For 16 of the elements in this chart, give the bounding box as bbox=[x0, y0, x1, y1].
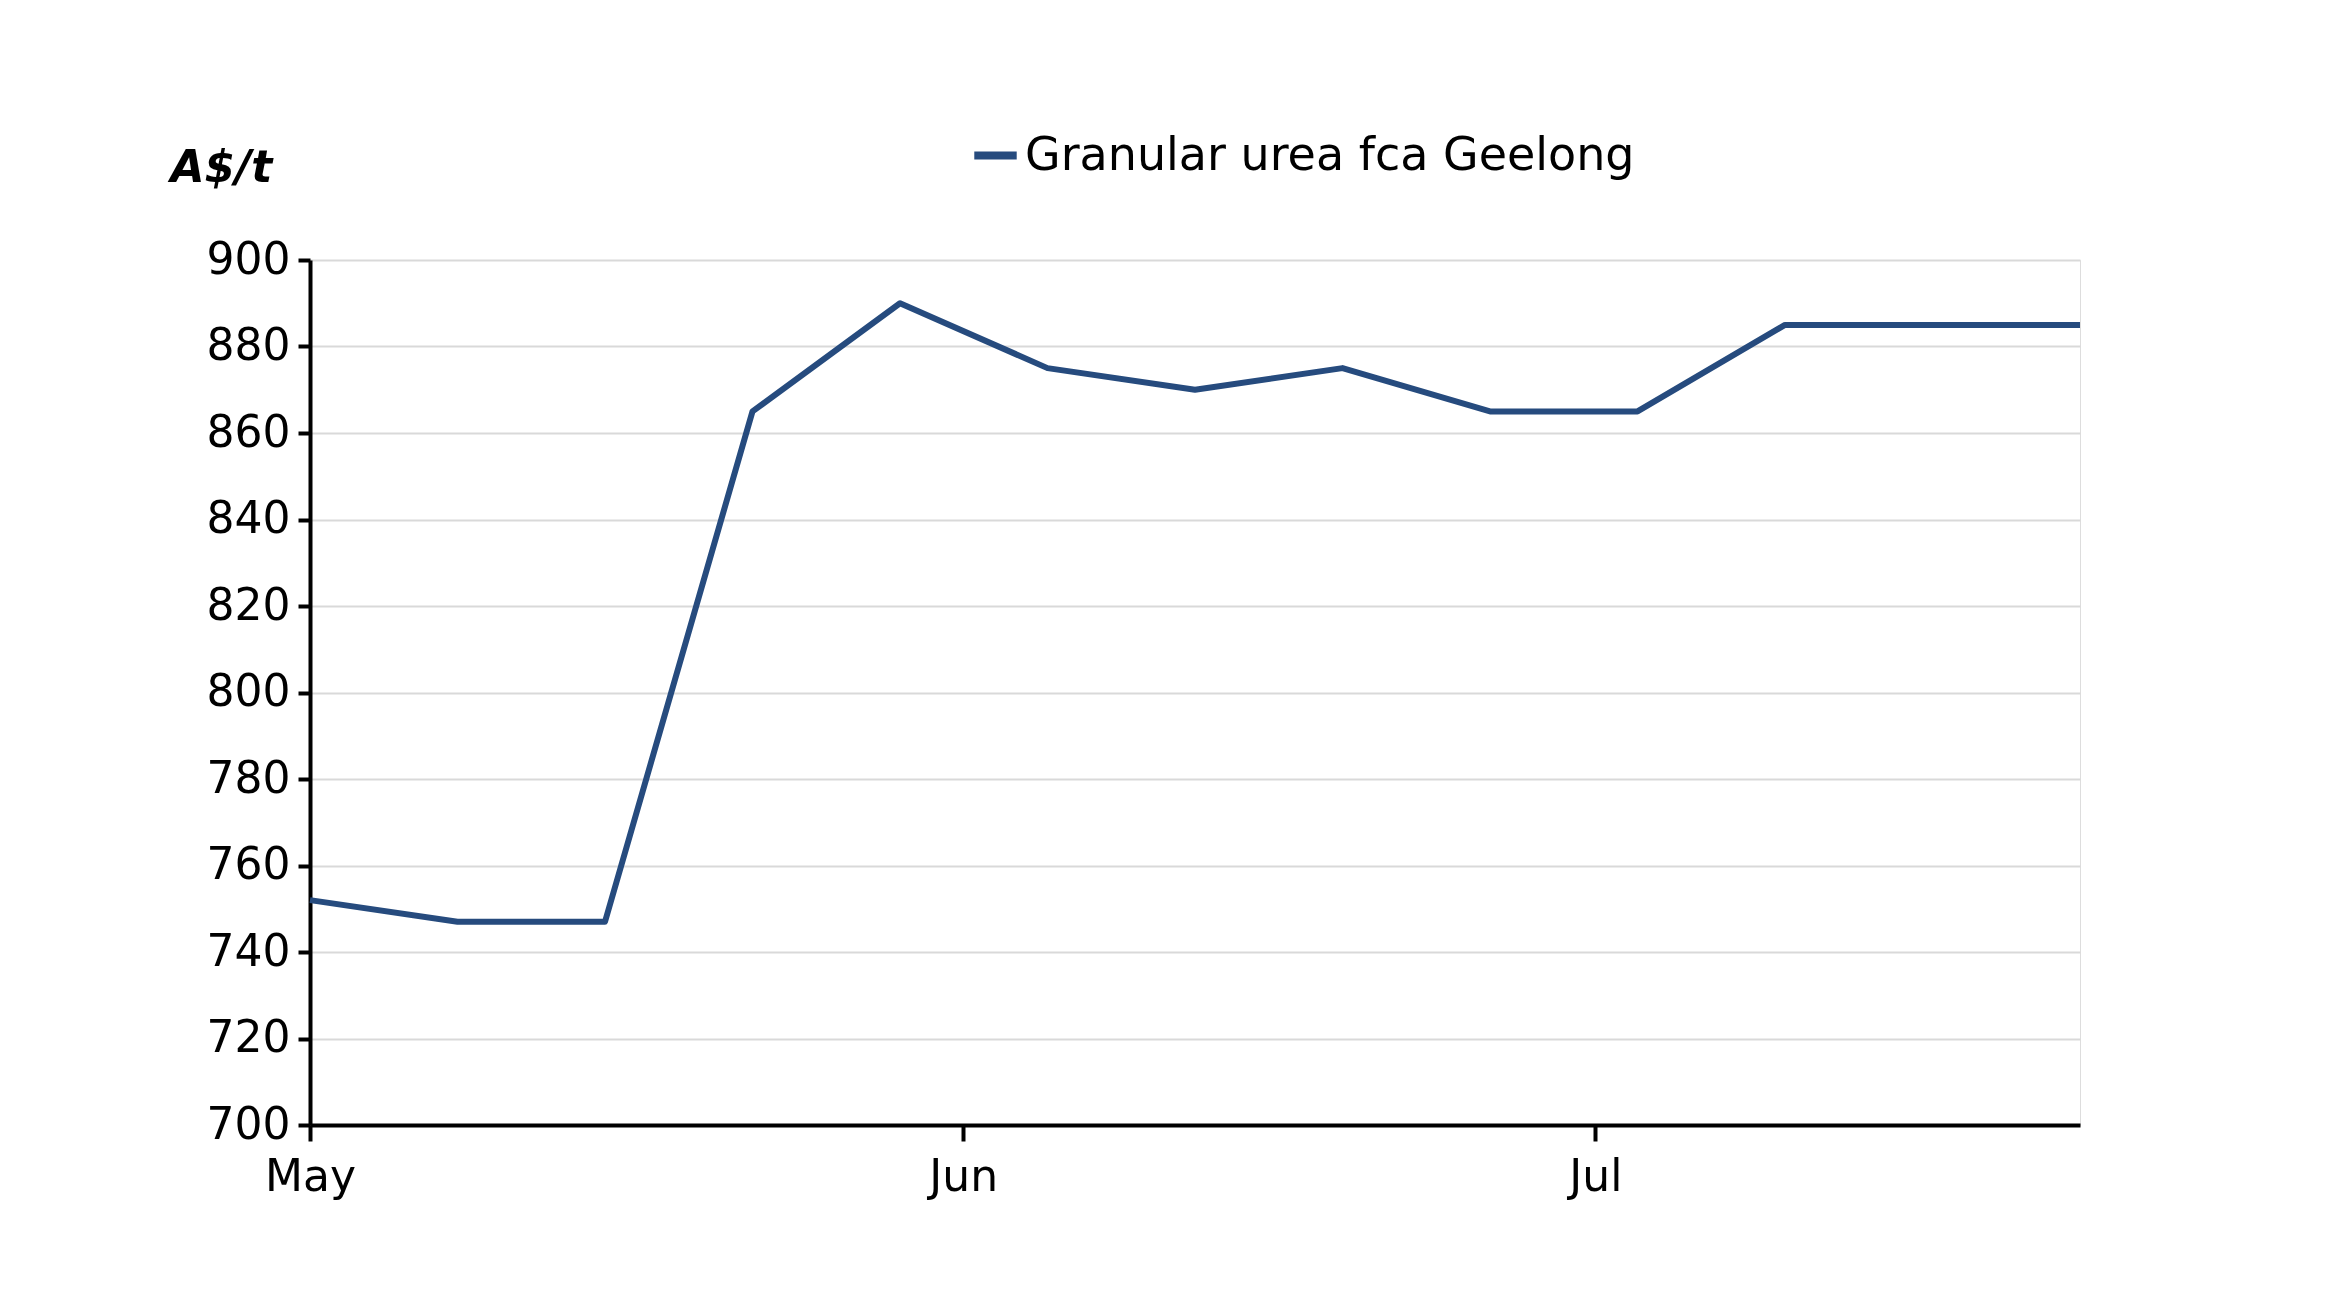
x-tick-label: Jun bbox=[926, 1149, 999, 1201]
y-tick-label: 840 bbox=[206, 492, 291, 543]
y-tick-label: 900 bbox=[206, 232, 291, 284]
y-tick-label: 720 bbox=[206, 1011, 291, 1062]
y-tick-label: 820 bbox=[206, 578, 291, 630]
y-tick-label: 760 bbox=[206, 838, 291, 889]
y-tick-label: 700 bbox=[206, 1097, 291, 1149]
y-tick-label: 740 bbox=[206, 924, 291, 976]
x-tick-label: May bbox=[265, 1149, 356, 1201]
x-tick-label: Jul bbox=[1566, 1149, 1623, 1201]
y-axis-title: A$/t bbox=[167, 140, 275, 192]
y-tick-label: 780 bbox=[206, 751, 291, 803]
y-tick-label: 880 bbox=[206, 319, 291, 370]
y-tick-label: 800 bbox=[206, 665, 291, 716]
y-tick-label: 860 bbox=[206, 405, 291, 457]
legend-label: Granular urea fca Geelong bbox=[1025, 126, 1635, 181]
